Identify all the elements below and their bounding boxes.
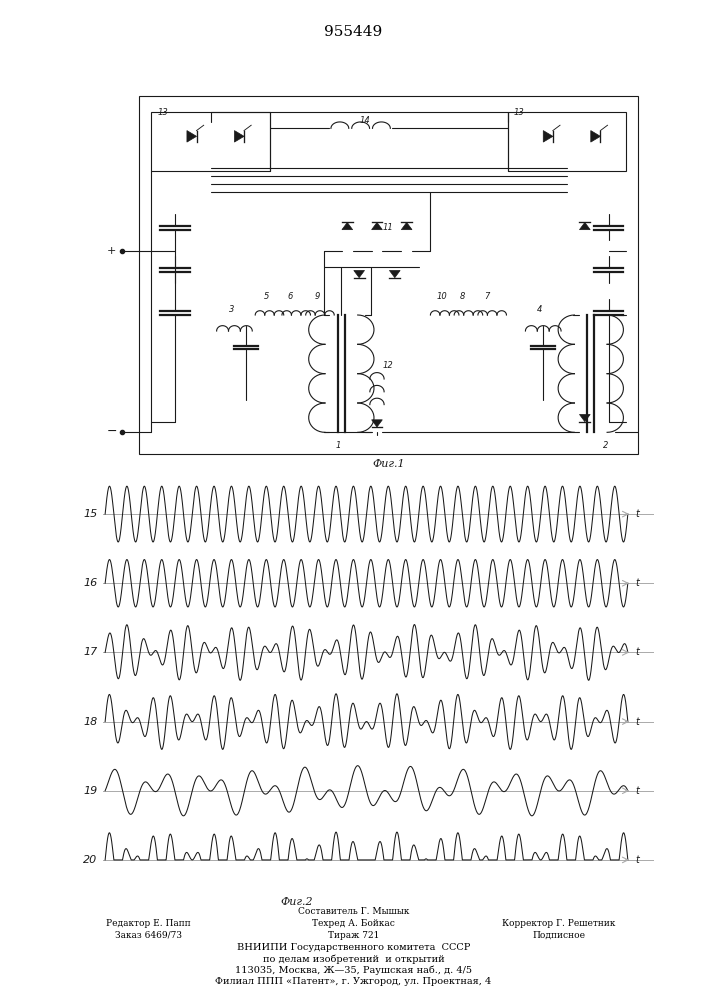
Text: t: t xyxy=(636,717,640,727)
Text: 10: 10 xyxy=(436,292,447,301)
Text: 2: 2 xyxy=(602,441,608,450)
Text: ВНИИПИ Государственного комитета  СССР: ВНИИПИ Государственного комитета СССР xyxy=(237,943,470,952)
Bar xyxy=(151,112,270,171)
Text: t: t xyxy=(636,786,640,796)
Text: 12: 12 xyxy=(383,361,394,370)
Text: Тираж 721: Тираж 721 xyxy=(328,931,379,940)
Text: 18: 18 xyxy=(83,717,98,727)
Text: Составитель Г. Мышык: Составитель Г. Мышык xyxy=(298,907,409,916)
Text: 13: 13 xyxy=(513,108,525,117)
Text: t: t xyxy=(636,578,640,588)
Polygon shape xyxy=(402,222,412,230)
Text: 14: 14 xyxy=(359,116,370,125)
Text: +: + xyxy=(107,246,116,256)
Text: 7: 7 xyxy=(484,292,489,301)
Polygon shape xyxy=(580,414,590,422)
Polygon shape xyxy=(372,222,382,230)
Text: Подписное: Подписное xyxy=(532,931,585,940)
Text: 6: 6 xyxy=(288,292,293,301)
Text: по делам изобретений  и открытий: по делам изобретений и открытий xyxy=(263,954,444,964)
Polygon shape xyxy=(580,222,590,230)
Text: Филиал ППП «Патент», г. Ужгород, ул. Проектная, 4: Филиал ППП «Патент», г. Ужгород, ул. Про… xyxy=(216,977,491,986)
Text: 13: 13 xyxy=(157,108,168,117)
Polygon shape xyxy=(187,131,197,142)
Text: 8: 8 xyxy=(460,292,465,301)
Text: 5: 5 xyxy=(264,292,269,301)
Text: Фиг.2: Фиг.2 xyxy=(281,897,313,907)
Text: Фиг.1: Фиг.1 xyxy=(373,459,405,469)
Text: Редактор Е. Папп: Редактор Е. Папп xyxy=(106,919,191,928)
Polygon shape xyxy=(235,131,244,142)
Text: 113035, Москва, Ж—35, Раушская наб., д. 4/5: 113035, Москва, Ж—35, Раушская наб., д. … xyxy=(235,966,472,975)
Text: 3: 3 xyxy=(228,305,234,314)
Polygon shape xyxy=(591,131,600,142)
Text: Заказ 6469/73: Заказ 6469/73 xyxy=(115,931,182,940)
Text: 20: 20 xyxy=(83,855,98,865)
Text: 19: 19 xyxy=(83,786,98,796)
Polygon shape xyxy=(372,420,382,427)
Text: −: − xyxy=(107,425,117,438)
Text: Корректор Г. Решетник: Корректор Г. Решетник xyxy=(502,919,615,928)
Text: 1: 1 xyxy=(335,441,341,450)
Text: 11: 11 xyxy=(383,223,394,232)
Text: 16: 16 xyxy=(83,578,98,588)
Polygon shape xyxy=(543,131,553,142)
Text: Техред А. Бойкас: Техред А. Бойкас xyxy=(312,919,395,928)
Text: t: t xyxy=(636,855,640,865)
Polygon shape xyxy=(342,222,353,230)
Text: 17: 17 xyxy=(83,647,98,657)
Bar xyxy=(508,112,626,171)
Text: 15: 15 xyxy=(83,509,98,519)
Polygon shape xyxy=(390,270,400,278)
Text: t: t xyxy=(636,509,640,519)
Text: 9: 9 xyxy=(315,292,320,301)
Text: 955449: 955449 xyxy=(325,25,382,39)
Text: t: t xyxy=(636,647,640,657)
Bar xyxy=(139,96,638,454)
Polygon shape xyxy=(354,270,365,278)
Text: 4: 4 xyxy=(537,305,543,314)
